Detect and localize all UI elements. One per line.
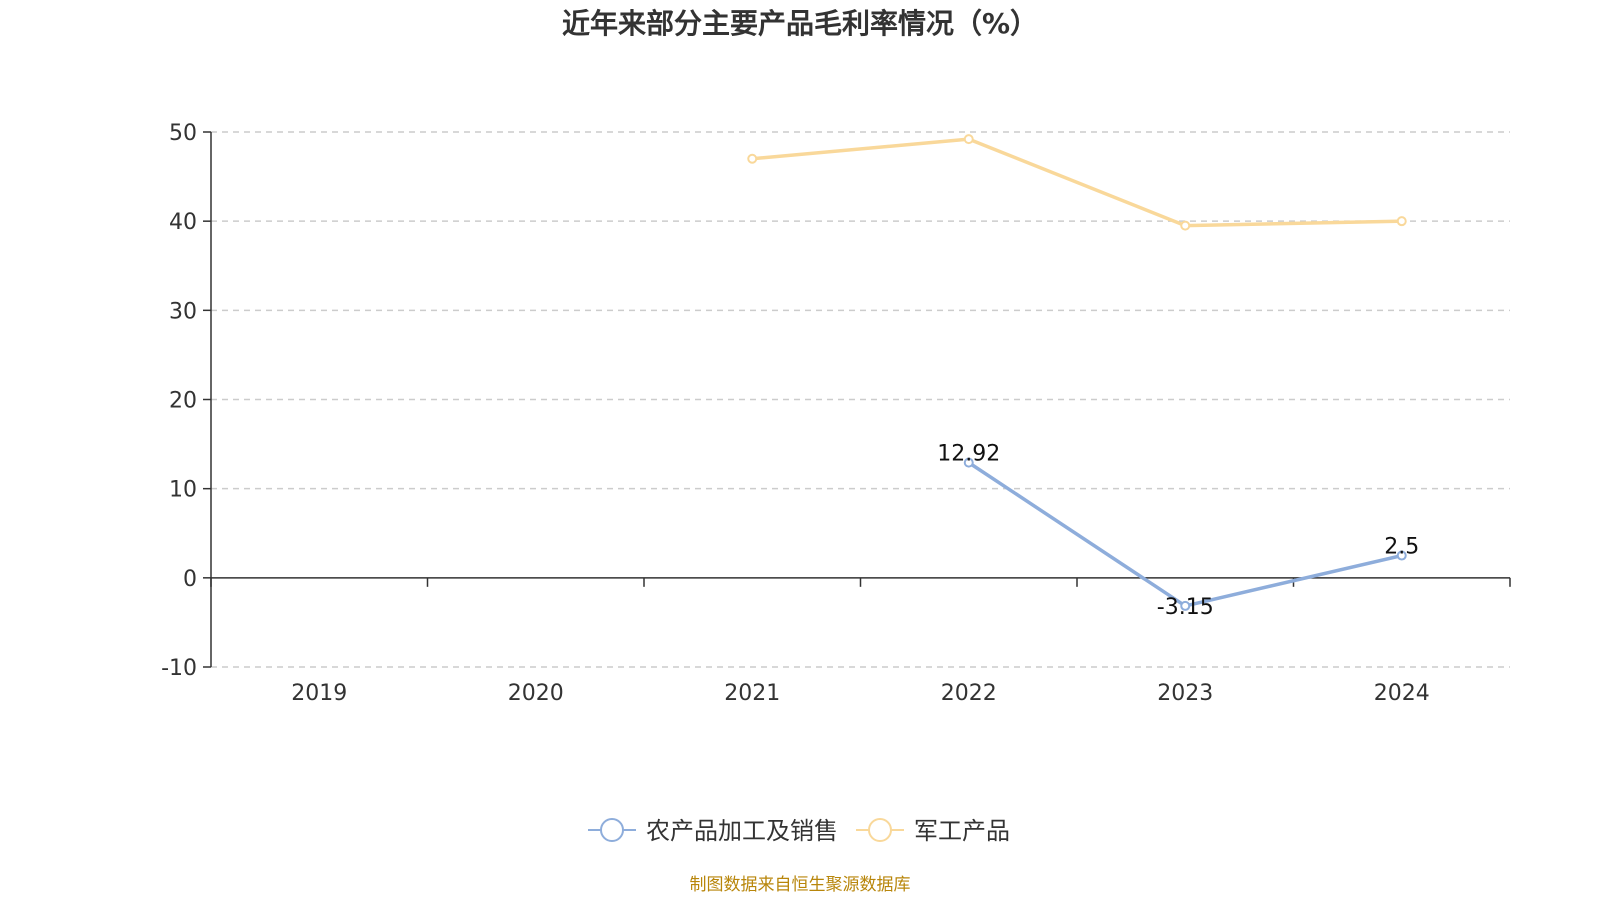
data-label: 2.5 <box>1384 535 1419 560</box>
source-note: 制图数据来自恒生聚源数据库 <box>690 875 911 895</box>
data-point <box>1396 550 1407 561</box>
axes: -10 0 10 20 30 40 50 2019 2020 2021 2022 2023 2024 <box>161 121 1511 706</box>
x-tick-label: 2020 <box>508 681 564 706</box>
series-group: 12.92 -3.15 2.5 <box>747 134 1419 620</box>
series-line-0 <box>967 461 1403 608</box>
legend-label: 军工产品 <box>914 817 1010 845</box>
y-tick-label: 10 <box>169 478 197 503</box>
x-tick-label: 2022 <box>941 681 997 706</box>
x-tick-label: 2023 <box>1157 681 1213 706</box>
y-tick-label: -10 <box>161 656 197 681</box>
y-tick-label: 40 <box>169 210 197 235</box>
data-point <box>1180 220 1191 231</box>
data-point <box>963 134 974 145</box>
y-tick-label: 0 <box>183 567 197 592</box>
gridlines <box>211 131 1510 668</box>
legend-marker <box>600 818 624 842</box>
data-point <box>1180 600 1191 611</box>
x-tick-label: 2021 <box>724 681 780 706</box>
legend-label: 农产品加工及销售 <box>646 817 838 845</box>
data-point <box>747 153 758 164</box>
y-tick-label: 50 <box>169 121 197 146</box>
x-tick-label: 2019 <box>291 681 347 706</box>
legend-marker <box>868 818 892 842</box>
data-point <box>963 457 974 468</box>
x-tick-label: 2024 <box>1374 681 1430 706</box>
series-line-1 <box>752 137 1402 228</box>
data-point <box>1396 216 1407 227</box>
chart-title: 近年来部分主要产品毛利率情况（%） <box>562 7 1038 40</box>
data-label: 12.92 <box>937 442 1000 467</box>
y-tick-label: 30 <box>169 299 197 324</box>
legend: 农产品加工及销售 军工产品 <box>588 817 1010 845</box>
data-label: -3.15 <box>1157 595 1214 620</box>
y-tick-label: 20 <box>169 389 197 414</box>
